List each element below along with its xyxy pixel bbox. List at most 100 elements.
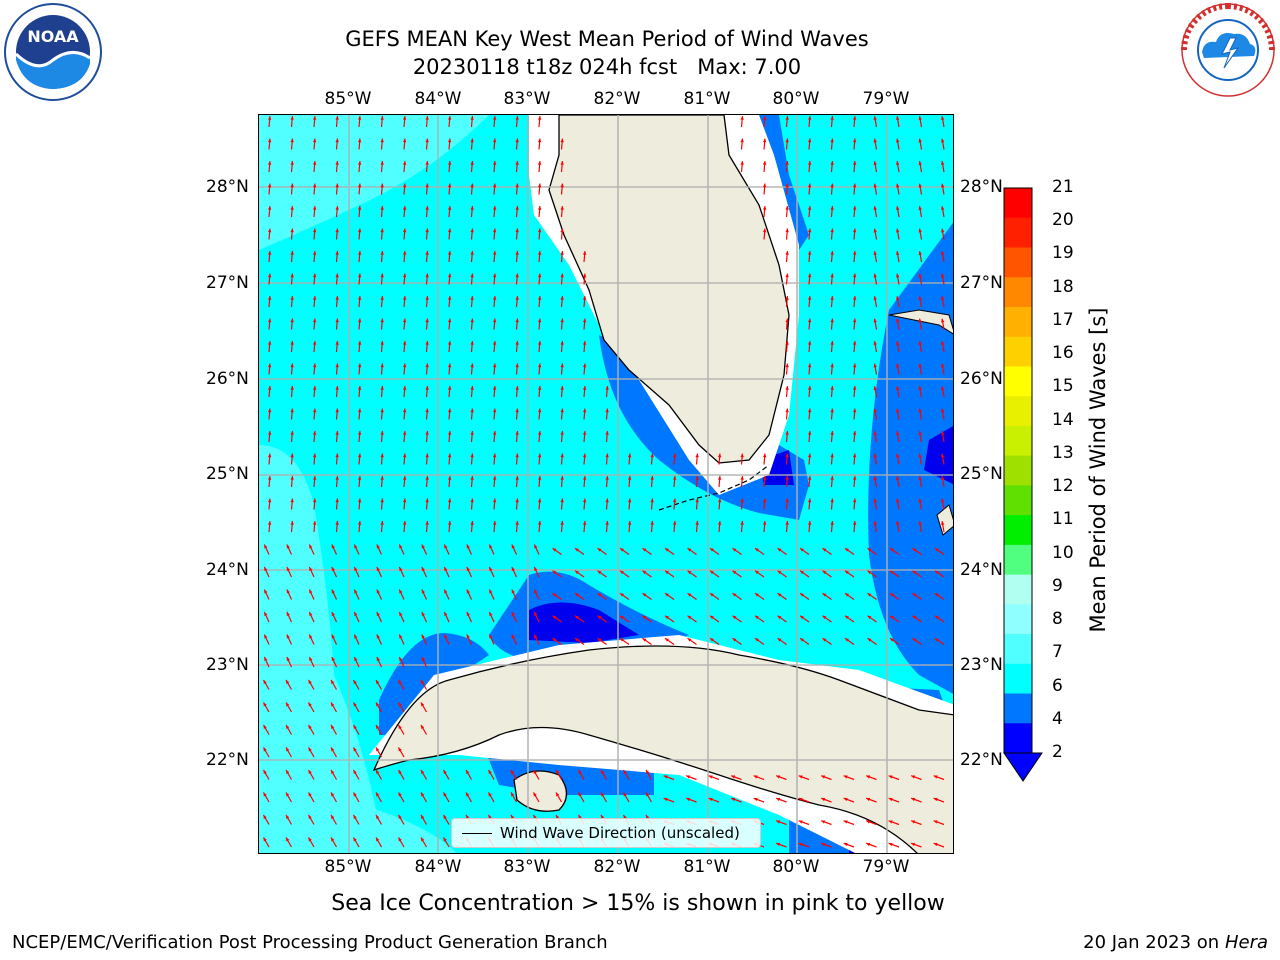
wave-arrow-head — [308, 702, 312, 707]
wave-arrow-head — [444, 544, 448, 549]
wave-arrow-head — [267, 138, 272, 143]
wave-arrow-head — [492, 296, 497, 300]
wave-arrow-head — [552, 570, 557, 575]
wave-arrow-head — [830, 206, 834, 210]
wave-arrow-head — [267, 498, 272, 503]
wave-arrow-head — [560, 273, 564, 278]
wave-arrow-head — [335, 521, 339, 525]
wave-arrow-head — [421, 837, 425, 842]
wave-arrow-head — [309, 612, 313, 617]
wave-arrow-head — [380, 341, 384, 345]
wave-arrow-head — [687, 570, 692, 575]
wave-arrow-head — [267, 161, 272, 165]
wave-arrow-head — [290, 363, 294, 368]
wave-arrow-head — [844, 570, 849, 575]
wave-arrow-head — [267, 476, 272, 480]
footer-host: Hera — [1224, 932, 1268, 953]
wave-arrow-head — [830, 138, 834, 143]
wave-arrow-head — [286, 657, 290, 662]
wave-arrow-head — [376, 724, 380, 729]
wave-arrow-head — [376, 679, 380, 684]
wave-arrow-head — [312, 476, 317, 480]
wave-arrow-head — [807, 138, 812, 143]
wave-arrow-head — [582, 408, 587, 413]
chart-title: GEFS MEAN Key West Mean Period of Wind W… — [345, 27, 869, 51]
wave-arrow-head — [597, 593, 602, 597]
wave-arrow-head — [376, 814, 380, 819]
wave-arrow-head — [331, 814, 335, 819]
wave-arrow-head — [822, 570, 827, 575]
lat-label-left-25n: 25°N — [206, 464, 249, 484]
wave-arrow-head — [888, 797, 893, 802]
wave-arrow-head — [380, 318, 384, 323]
wave-arrow-head — [425, 363, 429, 368]
wave-arrow-head — [896, 453, 900, 458]
wave-arrow-head — [290, 318, 294, 323]
wave-arrow-head — [354, 544, 358, 549]
wave-arrow-head — [402, 431, 407, 435]
wave-arrow-head — [331, 679, 335, 684]
wave-arrow-head — [267, 116, 272, 120]
wave-arrow-head — [312, 161, 317, 165]
wave-arrow-head — [263, 792, 267, 797]
wave-arrow-head — [470, 296, 474, 300]
wave-arrow-head — [308, 792, 312, 797]
wave-arrow-head — [380, 363, 384, 368]
wave-arrow-head — [807, 341, 812, 345]
wave-arrow-head — [664, 570, 669, 575]
wave-arrow-head — [492, 341, 497, 345]
wave-arrow-head — [515, 498, 519, 503]
wave-arrow-head — [597, 548, 602, 552]
wave-arrow-head — [399, 634, 403, 639]
wave-arrow-head — [312, 341, 317, 345]
wave-arrow-head — [335, 273, 339, 278]
map-panel[interactable]: Wind Wave Direction (unscaled) — [258, 114, 954, 854]
wave-arrow-head — [421, 702, 425, 707]
wave-arrow-head — [447, 251, 452, 255]
wave-arrow-head — [286, 634, 290, 639]
wave-arrow-head — [934, 570, 939, 575]
wave-arrow-head — [597, 638, 602, 642]
wave-arrow-head — [807, 161, 812, 165]
wave-arrow-head — [740, 498, 744, 503]
wave-arrow-head — [918, 228, 922, 233]
wave-arrow-head — [731, 797, 736, 802]
wave-arrow-head — [425, 476, 429, 480]
wave-arrow-head — [754, 615, 759, 620]
wave-arrow-head — [941, 228, 945, 233]
wave-arrow-head — [335, 386, 339, 390]
wave-arrow-head — [402, 251, 407, 255]
wave-arrow-head — [470, 363, 474, 368]
map-svg — [259, 115, 953, 853]
wave-arrow-head — [425, 408, 429, 413]
wave-arrow-head — [830, 476, 834, 480]
wave-arrow-head — [511, 589, 515, 594]
wave-arrow-head — [844, 615, 849, 620]
wave-arrow-head — [912, 638, 917, 642]
wave-arrow-head — [664, 638, 669, 642]
wave-arrow-head — [511, 634, 515, 639]
wave-arrow-head — [534, 612, 538, 617]
wave-arrow-head — [376, 567, 380, 572]
wave-arrow-head — [852, 251, 857, 255]
wave-arrow-head — [807, 251, 812, 255]
wave-arrow-head — [447, 206, 452, 210]
wave-arrow-head — [852, 453, 857, 458]
wave-arrow-head — [425, 341, 429, 345]
colorbar-tick-label: 7 — [1052, 642, 1063, 663]
wave-arrow-head — [380, 273, 384, 278]
wave-arrow-head — [353, 769, 357, 774]
lat-label-right-27n: 27°N — [960, 273, 1003, 293]
wave-arrow-head — [267, 363, 272, 368]
wave-arrow-head — [421, 544, 425, 549]
wave-arrow-head — [492, 386, 497, 390]
wave-arrow-head — [785, 386, 789, 390]
wave-arrow-head — [466, 544, 470, 549]
wave-arrow-head — [357, 363, 362, 368]
wave-arrow-head — [515, 116, 519, 120]
wave-arrow-head — [664, 593, 669, 597]
wave-arrow-head — [290, 386, 294, 390]
wave-arrow-head — [402, 183, 407, 188]
wave-arrow-head — [312, 251, 317, 255]
wave-arrow-head — [354, 589, 358, 594]
